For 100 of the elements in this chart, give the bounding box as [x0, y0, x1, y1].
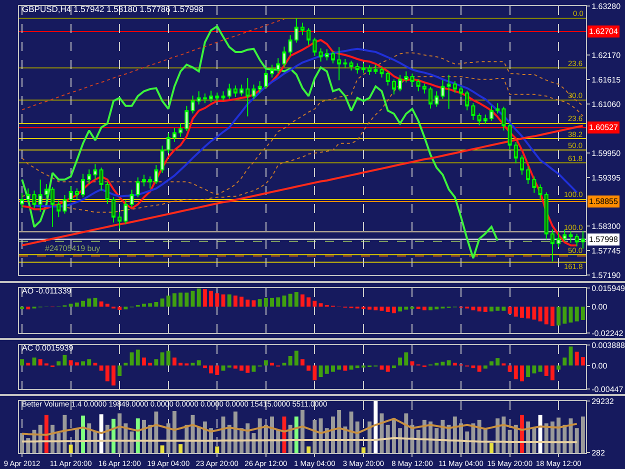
- bar: [81, 300, 85, 307]
- candlestick: [62, 194, 67, 214]
- bar: [160, 445, 164, 453]
- bar: [246, 365, 250, 373]
- bar: [160, 298, 164, 307]
- bar: [398, 428, 402, 453]
- bar: [26, 306, 30, 310]
- bar: [386, 365, 390, 372]
- bar: [178, 444, 183, 453]
- bar: [87, 359, 92, 366]
- bar: [270, 362, 274, 366]
- bar: [178, 362, 183, 366]
- bar: [202, 365, 207, 368]
- bar: [392, 365, 396, 368]
- bar: [544, 365, 548, 376]
- bar: [215, 446, 220, 453]
- bar: [374, 306, 378, 310]
- ref-line-label: 1.62704: [589, 27, 618, 36]
- candlestick: [264, 68, 268, 90]
- candlestick: [270, 64, 274, 78]
- bar: [142, 358, 146, 366]
- bar: [62, 354, 67, 366]
- bar: [386, 306, 390, 312]
- candlestick: [26, 188, 30, 204]
- bar: [294, 292, 298, 307]
- y-tick-label: 1.57190: [592, 270, 622, 280]
- bar: [172, 293, 176, 307]
- bar: [148, 362, 152, 366]
- bar: [118, 365, 122, 376]
- bar: [312, 365, 317, 380]
- bar: [532, 428, 536, 453]
- candlestick: [514, 142, 518, 164]
- candlestick: [374, 64, 378, 75]
- bar: [252, 365, 256, 372]
- bar: [574, 428, 579, 453]
- candlestick: [252, 84, 256, 100]
- bar: [282, 362, 286, 366]
- candlestick: [312, 37, 317, 56]
- candlestick: [330, 50, 335, 64]
- bar: [380, 306, 384, 311]
- bar: [258, 299, 262, 307]
- bar: [574, 306, 579, 322]
- bar: [434, 362, 439, 366]
- candlestick: [343, 58, 348, 68]
- bar: [306, 365, 311, 371]
- bar: [233, 296, 238, 307]
- bar: [68, 360, 73, 366]
- bar: [20, 359, 24, 366]
- line-series: [22, 76, 584, 213]
- bar: [496, 306, 500, 311]
- bar: [361, 365, 366, 368]
- candlestick: [398, 74, 402, 92]
- bar: [361, 447, 366, 453]
- bar: [526, 365, 530, 378]
- candlestick: [56, 200, 61, 218]
- bar: [87, 298, 92, 307]
- bar: [483, 306, 488, 312]
- bar: [264, 360, 268, 366]
- bar: [446, 360, 451, 366]
- candlestick: [361, 62, 366, 74]
- candlestick: [349, 60, 354, 71]
- bar: [227, 365, 232, 368]
- candlestick: [562, 229, 567, 242]
- y-tick-label: -0.00447: [592, 384, 624, 394]
- bar: [502, 416, 506, 453]
- bar: [148, 303, 152, 307]
- bar: [270, 298, 274, 307]
- bar: [490, 306, 494, 312]
- bar: [532, 306, 536, 320]
- bar: [580, 416, 585, 453]
- bar: [233, 412, 238, 453]
- line-series: [21, 418, 578, 436]
- bar: [538, 365, 542, 372]
- bar: [532, 365, 536, 374]
- bar: [580, 306, 585, 320]
- candlestick: [380, 66, 384, 78]
- candlestick: [38, 179, 42, 212]
- y-tick-label: 1.61060: [592, 100, 622, 109]
- y-tick-label: 0.00: [592, 361, 608, 370]
- candlestick: [118, 211, 122, 230]
- bar: [416, 306, 420, 310]
- candlestick: [556, 232, 561, 248]
- candlestick: [568, 230, 573, 244]
- bar: [166, 350, 170, 366]
- bar: [136, 350, 140, 366]
- candlestick: [446, 74, 451, 110]
- candlestick: [166, 132, 170, 154]
- bar: [196, 288, 201, 307]
- bar: [178, 292, 183, 307]
- bar: [428, 306, 433, 310]
- candlestick: [440, 80, 445, 100]
- candlestick: [32, 190, 36, 209]
- bar: [240, 365, 244, 371]
- bar: [32, 358, 36, 366]
- bar: [202, 289, 207, 307]
- candlestick: [184, 105, 189, 132]
- line-series: [21, 124, 584, 246]
- bar: [520, 365, 524, 382]
- bar: [93, 298, 98, 307]
- candlestick: [136, 176, 140, 198]
